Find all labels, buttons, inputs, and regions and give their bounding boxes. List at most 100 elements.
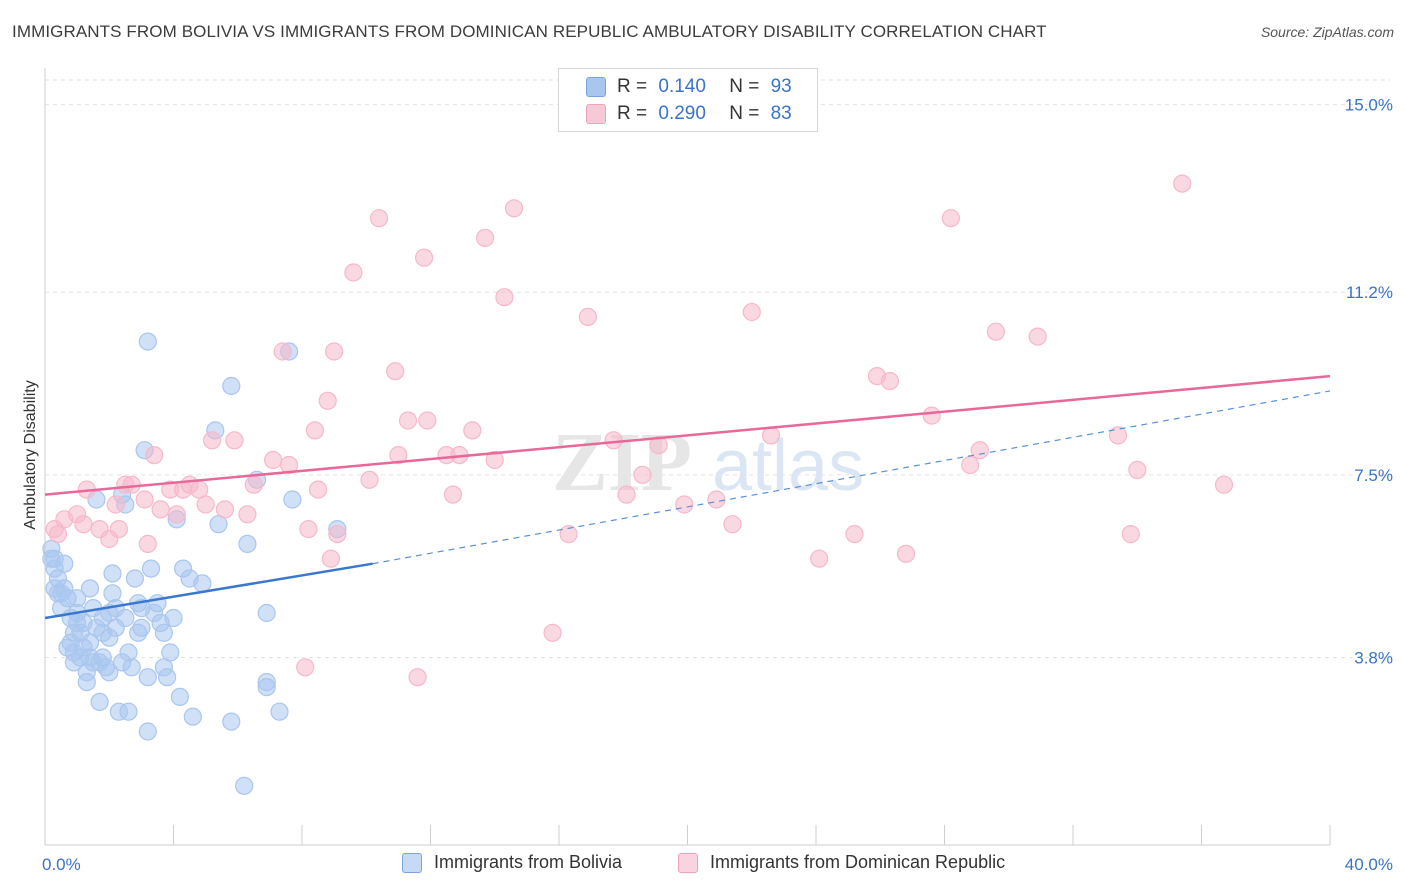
legend-r-label: R = (617, 103, 648, 124)
point-bolivia (138, 332, 157, 351)
point-bolivia (64, 623, 84, 642)
legend-n-value: 93 (770, 76, 792, 97)
legend-label-dominican: Immigrants from Dominican Republic (710, 852, 1006, 872)
legend-n-label: N = (729, 103, 760, 124)
point-bolivia (67, 589, 87, 608)
y-tick-label: 7.5% (1354, 466, 1393, 485)
legend-swatch-bolivia (586, 77, 606, 97)
legend-r-value: 0.140 (658, 76, 706, 97)
point-dominican (707, 490, 726, 509)
point-dominican (321, 549, 340, 568)
point-dominican (264, 450, 283, 470)
point-dominican (1108, 426, 1128, 445)
point-dominican (485, 450, 504, 470)
point-dominican (305, 421, 324, 440)
point-bolivia (80, 579, 100, 598)
point-bolivia (80, 633, 100, 652)
trend-line-dominican (44, 374, 1331, 496)
y-axis-label: Ambulatory Disability (22, 380, 39, 529)
grid-lines (45, 79, 1390, 658)
point-dominican (408, 668, 427, 687)
trend-line-bolivia (44, 562, 373, 620)
point-bolivia (222, 376, 241, 396)
stats-legend: R = 0.140 N = 93 R = 0.290 N = 83 (558, 68, 818, 132)
legend-swatch-bolivia (402, 852, 422, 873)
point-dominican (1121, 524, 1140, 544)
point-dominican (543, 623, 562, 642)
point-dominican (138, 534, 157, 554)
point-bolivia (141, 559, 161, 578)
point-bolivia (193, 574, 212, 593)
point-dominican (203, 431, 222, 450)
legend-item-dominican: Immigrants from Dominican Republic (678, 852, 1005, 873)
point-dominican (273, 342, 292, 361)
point-dominican (961, 455, 980, 475)
series-legend: Immigrants from Bolivia Immigrants from … (0, 852, 1406, 878)
point-dominican (742, 302, 761, 322)
point-dominican (280, 455, 299, 475)
point-dominican (649, 436, 668, 455)
chart-title: IMMIGRANTS FROM BOLIVIA VS IMMIGRANTS FR… (12, 22, 1047, 41)
point-dominican (135, 490, 154, 509)
point-bolivia (161, 643, 180, 662)
point-dominican (723, 515, 742, 534)
x-tick-labels: 0.0% 40.0% (42, 855, 1393, 874)
point-bolivia (103, 584, 122, 603)
point-dominican (106, 495, 125, 514)
y-tick-label: 11.2% (1346, 283, 1393, 302)
point-bolivia (257, 672, 276, 692)
point-dominican (325, 342, 344, 361)
point-bolivia (222, 712, 241, 731)
point-bolivia (138, 722, 157, 741)
point-dominican (296, 658, 315, 677)
point-bolivia (129, 623, 148, 642)
point-dominican (922, 406, 941, 425)
point-bolivia (103, 564, 122, 583)
point-dominican (122, 475, 141, 494)
point-dominican (675, 495, 694, 514)
point-dominican (578, 307, 598, 326)
point-bolivia (100, 663, 119, 682)
axes (44, 68, 1331, 846)
legend-swatch-dominican (586, 104, 606, 124)
point-dominican (1173, 174, 1192, 193)
point-dominican (845, 524, 864, 544)
point-dominican (244, 475, 263, 494)
point-dominican (309, 480, 328, 499)
point-dominican (810, 549, 829, 568)
point-bolivia (77, 672, 96, 692)
point-dominican (328, 524, 347, 544)
y-tick-labels: 3.8% 7.5% 11.2% 15.0% (1345, 96, 1393, 668)
point-dominican (318, 391, 337, 410)
point-dominican (633, 465, 652, 484)
point-dominican (389, 446, 408, 465)
point-bolivia (116, 608, 135, 628)
point-bolivia (183, 707, 202, 726)
point-bolivia (257, 603, 276, 623)
point-dominican (196, 495, 215, 514)
point-dominican (1214, 475, 1234, 494)
point-dominican (344, 263, 363, 282)
legend-swatch-dominican (678, 852, 698, 873)
point-dominican (299, 519, 318, 539)
point-dominican (370, 209, 389, 228)
x-tick-label: 40.0% (1345, 855, 1393, 874)
point-bolivia (125, 569, 144, 588)
point-bolivia (158, 668, 177, 687)
point-dominican (941, 209, 961, 228)
point-dominican (476, 228, 495, 247)
point-bolivia (170, 687, 189, 707)
point-dominican (880, 372, 900, 391)
y-tick-label: 3.8% (1354, 648, 1393, 667)
point-dominican (559, 524, 578, 544)
point-dominican (167, 505, 186, 524)
legend-label-bolivia: Immigrants from Bolivia (434, 852, 623, 872)
point-dominican (617, 485, 636, 504)
trend-lines (44, 374, 1331, 620)
point-bolivia (283, 490, 302, 509)
point-dominican (398, 411, 418, 430)
point-bolivia (90, 692, 109, 712)
trend-extension-bolivia (372, 390, 1331, 565)
point-dominican (225, 431, 244, 450)
